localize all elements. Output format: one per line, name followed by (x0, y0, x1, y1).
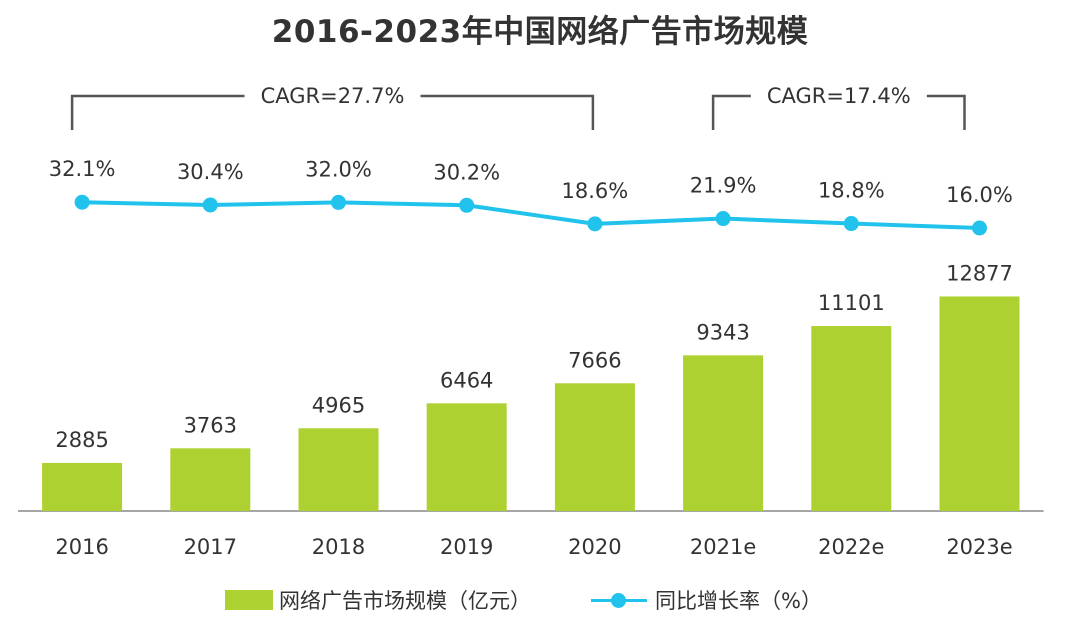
cagr-bracket-right-2 (926, 94, 966, 130)
bar-2019 (426, 403, 507, 511)
chart-title: 2016-2023年中国网络广告市场规模 (271, 14, 809, 50)
bar-label-2021e: 9343 (696, 320, 749, 344)
bar-2017 (170, 448, 251, 511)
bar-label-2022e: 11101 (818, 291, 885, 315)
bar-2016 (42, 462, 123, 511)
cagr-bracket-left-1 (70, 94, 245, 130)
line-point-2023e (972, 220, 987, 236)
line-label-2023e: 16.0% (946, 183, 1013, 207)
line-point-2020 (587, 216, 603, 232)
x-tick-2017: 2017 (184, 535, 237, 559)
bar-2023e (939, 296, 1020, 511)
cagr-bracket-right-1 (420, 94, 595, 130)
legend-item-bar: 网络广告市场规模（亿元） (225, 585, 531, 615)
x-tick-2020: 2020 (568, 535, 621, 559)
line-point-2018 (331, 194, 346, 210)
bar-2021e (683, 355, 764, 511)
legend-swatch-line (591, 590, 647, 610)
cagr-label-2: CAGR=17.4% (767, 84, 911, 108)
legend-label-bar: 网络广告市场规模（亿元） (279, 589, 531, 613)
line-point-2017 (202, 197, 218, 213)
x-tick-2019: 2019 (440, 535, 493, 559)
legend-swatch-bar (225, 590, 273, 610)
x-tick-2018: 2018 (312, 535, 365, 559)
bar-label-2016: 2885 (55, 428, 108, 452)
bar-label-2017: 3763 (184, 413, 237, 437)
line-point-2016 (74, 194, 90, 210)
growth-line (82, 200, 980, 230)
line-point-2021e (715, 211, 731, 227)
bar-label-2018: 4965 (312, 393, 365, 417)
line-point-2022e (843, 216, 859, 232)
bar-label-2023e: 12877 (946, 261, 1013, 285)
x-tick-2021e: 2021e (690, 535, 756, 559)
line-label-2016: 32.1% (49, 157, 116, 181)
x-tick-2023e: 2023e (946, 535, 1012, 559)
legend: 网络广告市场规模（亿元） 同比增长率（%） (225, 585, 882, 615)
x-tick-2022e: 2022e (818, 535, 884, 559)
line-label-2020: 18.6% (562, 179, 629, 203)
cagr-bracket-left-2 (711, 94, 751, 130)
line-label-2018: 32.0% (305, 157, 372, 181)
cagr-label-1: CAGR=27.7% (261, 84, 405, 108)
bar-label-2020: 7666 (568, 348, 621, 372)
bar-label-2019: 6464 (440, 368, 493, 392)
line-label-2022e: 18.8% (818, 179, 885, 203)
x-tick-2016: 2016 (55, 535, 108, 559)
line-label-2017: 30.4% (177, 160, 244, 184)
line-label-2021e: 21.9% (690, 174, 757, 198)
bar-2020 (554, 383, 635, 511)
legend-item-line: 同比增长率（%） (591, 585, 822, 615)
line-label-2019: 30.2% (433, 160, 500, 184)
bar-2018 (298, 428, 379, 511)
legend-label-line: 同比增长率（%） (655, 589, 822, 613)
line-point-2019 (459, 197, 475, 213)
bar-2022e (811, 326, 892, 511)
